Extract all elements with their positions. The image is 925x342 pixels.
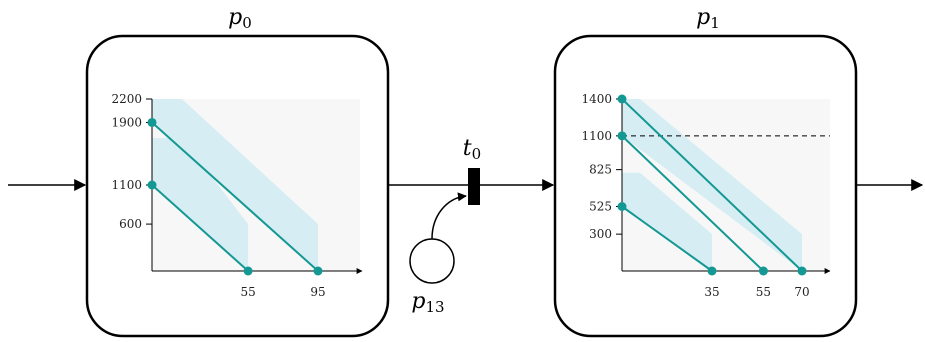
series-line <box>621 135 765 272</box>
series-line <box>621 98 803 272</box>
y-tick-label: 1900 <box>111 115 142 129</box>
series-point <box>617 202 627 211</box>
arc-p13-to-t0 <box>431 192 467 240</box>
y-tick-label: 600 <box>119 217 142 231</box>
y-tick-label: 2200 <box>111 92 142 106</box>
y-tick-label: 825 <box>589 163 612 177</box>
transition-t0-bar <box>468 168 480 205</box>
series-point <box>758 266 768 276</box>
series-point <box>147 180 157 190</box>
y-tick-label: 525 <box>589 200 612 214</box>
series-line <box>151 184 249 272</box>
series-point <box>313 266 323 276</box>
y-tick-label: 1400 <box>581 92 612 106</box>
x-tick-label: 55 <box>756 285 771 299</box>
place-p1-plot: 300 525 825 1100 1400 35 55 70 <box>581 92 831 299</box>
series-point <box>243 266 253 276</box>
series-point <box>617 131 627 141</box>
place-p13[interactable]: p13 <box>409 238 455 316</box>
x-tick-label: 70 <box>794 285 809 299</box>
x-tick-label: 35 <box>704 285 719 299</box>
place-p1[interactable]: p1 300 525 825 1100 1400 35 55 70 <box>553 5 858 338</box>
place-p1-label: p1 <box>696 5 720 32</box>
feasible-band <box>622 172 712 271</box>
y-tick-label: 300 <box>589 227 612 241</box>
series-point <box>797 266 807 276</box>
place-p0-label: p0 <box>228 5 252 32</box>
series-line <box>151 121 319 272</box>
place-p0[interactable]: p0 600 1100 1900 2200 55 95 <box>85 5 390 338</box>
x-tick-label: 55 <box>240 285 255 299</box>
series-point <box>617 94 627 104</box>
x-tick-label: 95 <box>310 285 325 299</box>
y-tick-label: 1100 <box>581 129 612 143</box>
y-tick-label: 1100 <box>111 178 142 192</box>
series-point <box>707 266 717 276</box>
feasible-band <box>152 99 318 271</box>
feasible-band <box>152 138 249 271</box>
transition-t0[interactable]: t0 <box>463 136 481 205</box>
series-line <box>621 205 713 272</box>
series-point <box>147 117 157 127</box>
transition-t0-label: t0 <box>463 136 481 163</box>
place-p13-circle <box>409 238 455 284</box>
place-p13-label: p13 <box>411 289 444 316</box>
place-p0-plot: 600 1100 1900 2200 55 95 <box>111 92 363 299</box>
